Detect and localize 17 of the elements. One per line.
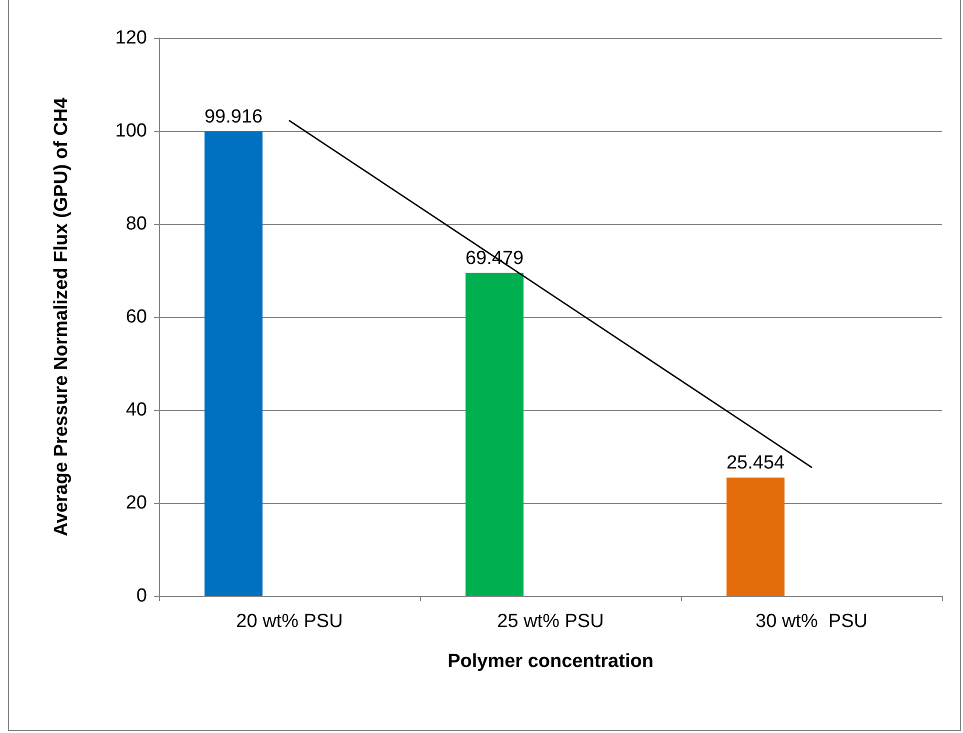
y-tick-label: 40 <box>126 400 147 420</box>
x-tick-label: 20 wt% PSU <box>236 611 343 632</box>
data-label: 25.454 <box>726 452 786 474</box>
y-tick-label: 100 <box>115 120 147 142</box>
y-axis-title: Average Pressure Normalized Flux (GPU) of CH4 <box>51 97 72 536</box>
x-tick-label: 25 wt% PSU <box>497 611 604 632</box>
bar <box>466 272 524 596</box>
y-tick-label: 120 <box>115 28 147 48</box>
bar <box>204 131 263 596</box>
bar <box>726 478 785 596</box>
y-tick-label: 20 <box>126 492 147 514</box>
y-tick-label: 60 <box>126 306 147 328</box>
x-tick-label: 30 wt% PSU <box>756 611 868 632</box>
y-tick-label: 0 <box>136 586 147 606</box>
y-tick-label: 80 <box>126 214 147 234</box>
x-axis-title: Polymer concentration <box>448 651 654 672</box>
data-label: 99.916 <box>204 106 263 128</box>
